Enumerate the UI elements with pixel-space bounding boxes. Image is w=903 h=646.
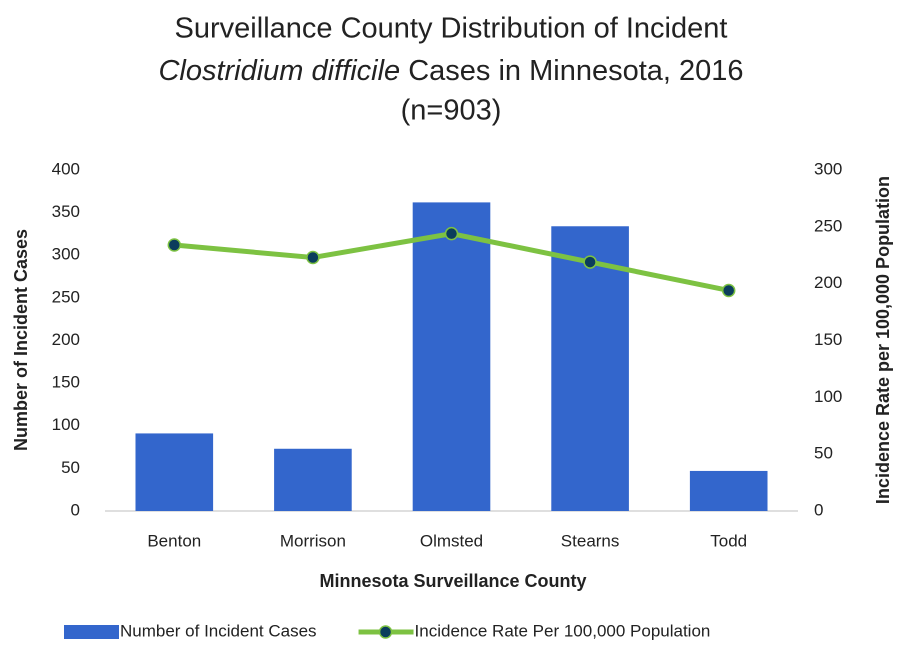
y2-tick-label: 300 [814, 159, 842, 178]
y-tick-label: 200 [52, 330, 80, 349]
chart-subtitle: (n=903) [401, 95, 502, 127]
y2-tick-label: 100 [814, 387, 842, 406]
x-tick-label: Olmsted [420, 531, 483, 550]
x-tick-label: Benton [147, 531, 201, 550]
x-axis-title: Minnesota Surveillance County [319, 571, 586, 591]
line-marker [444, 226, 459, 241]
x-tick-label: Morrison [280, 531, 346, 550]
bar [551, 226, 629, 511]
x-tick-label: Stearns [561, 531, 620, 550]
y-tick-label: 0 [71, 500, 80, 519]
bar [135, 433, 214, 511]
y-tick-label: 400 [52, 159, 80, 178]
y-tick-label: 350 [52, 202, 80, 221]
line-marker [167, 238, 182, 252]
y-tick-label: 50 [61, 458, 80, 477]
line-marker [583, 255, 597, 269]
y2-tick-label: 250 [814, 216, 842, 235]
legend-swatch-marker [378, 625, 393, 639]
bar [412, 202, 491, 511]
legend-label: Incidence Rate Per 100,000 Population [415, 621, 711, 640]
chart-title-italic: Clostridium difficile [158, 55, 400, 87]
bar [274, 448, 352, 511]
y-tick-label: 150 [52, 373, 80, 392]
y2-tick-label: 200 [814, 273, 842, 292]
chart-title: Surveillance County Distribution of Inci… [175, 13, 728, 45]
y-tick-label: 300 [52, 245, 80, 264]
x-tick-label: Todd [710, 531, 747, 550]
y2-tick-label: 150 [814, 330, 842, 349]
chart-title-rest: Cases in Minnesota, 2016 [400, 55, 743, 87]
legend-swatch [64, 625, 119, 639]
y-axis-title: Number of Incident Cases [11, 229, 31, 451]
y2-axis-title: Incidence Rate per 100,000 Population [873, 176, 893, 504]
legend-label: Number of Incident Cases [120, 621, 317, 640]
y-tick-label: 100 [52, 415, 80, 434]
y2-tick-label: 0 [814, 500, 823, 519]
y2-tick-label: 50 [814, 444, 833, 463]
chart-title: Clostridium difficile Cases in Minnesota… [158, 55, 743, 87]
bar [689, 470, 768, 511]
y-tick-label: 250 [52, 287, 80, 306]
line-marker [721, 283, 736, 298]
line-marker [306, 250, 320, 265]
